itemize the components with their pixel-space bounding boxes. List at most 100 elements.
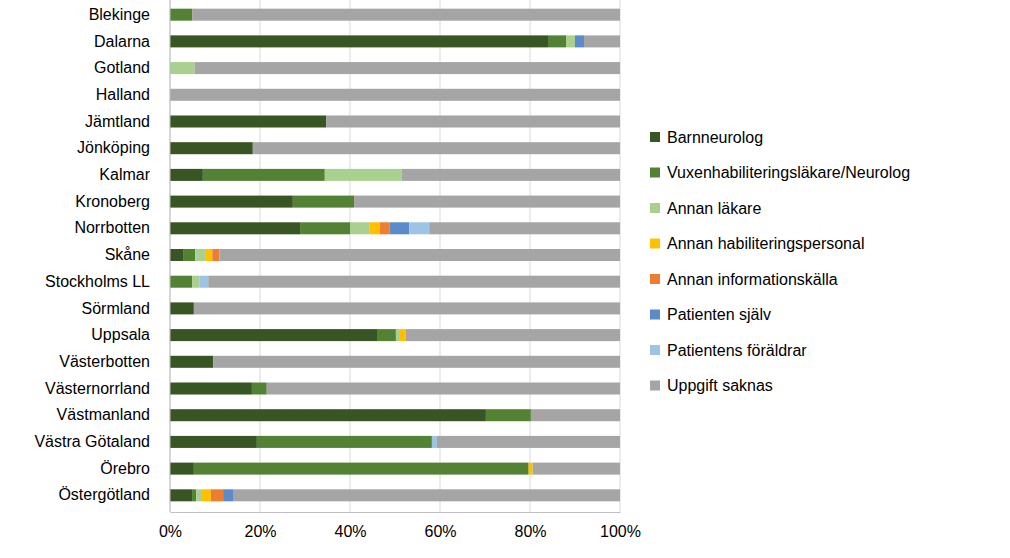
bar-segment [170, 9, 193, 21]
bar-segment [170, 142, 253, 154]
bar-segment [194, 463, 529, 475]
tick: Norrbotten [74, 219, 170, 236]
bar-segment [252, 383, 267, 395]
bar-segment [199, 276, 208, 288]
tick: Kalmar [99, 166, 170, 183]
tick: 80% [514, 512, 546, 540]
tick: Jämtland [85, 113, 170, 130]
legend-label: Barnneurolog [667, 129, 763, 146]
bar-segment [429, 222, 620, 234]
bar-segment [170, 89, 620, 101]
bar-segment [170, 489, 192, 501]
tick: Uppsala [91, 326, 170, 343]
bar-segment [406, 329, 620, 341]
bar-segment [183, 249, 195, 261]
bar-segment [566, 35, 575, 47]
tick: Östergötland [58, 486, 170, 503]
category-label: Jönköping [77, 139, 150, 156]
bar-segment [211, 489, 223, 501]
legend-label: Annan läkare [667, 200, 761, 217]
tick: 40% [334, 512, 366, 540]
bar-segment [170, 356, 213, 368]
category-label: Halland [96, 86, 150, 103]
bar-segment [195, 62, 620, 74]
grid [170, 0, 620, 512]
tick: Västmanland [57, 406, 170, 423]
series [170, 35, 548, 501]
tick-label: 100% [600, 523, 641, 540]
category-label: Örebro [100, 460, 150, 477]
bar-segment [170, 302, 194, 314]
legend-label: Patienten själv [667, 306, 771, 323]
bar-segment [203, 169, 325, 181]
bar-segment [208, 276, 620, 288]
bar-segment [533, 463, 620, 475]
tick: 100% [600, 512, 641, 540]
bar-segment [377, 329, 396, 341]
bar-segment [257, 436, 432, 448]
tick: Skåne [105, 246, 170, 263]
tick: Örebro [100, 460, 170, 477]
bar-segment [170, 329, 377, 341]
bar-segment [192, 489, 196, 501]
bar-segment [201, 489, 211, 501]
bar-segment [380, 222, 390, 234]
axis-line [170, 0, 171, 512]
category-label: Skåne [105, 246, 150, 263]
legend: BarnneurologVuxenhabiliteringsläkare/Neu… [650, 129, 910, 395]
category-label: Norrbotten [74, 219, 150, 236]
bar-segment [531, 409, 620, 421]
bar-segment [170, 35, 548, 47]
bar-segment [220, 249, 621, 261]
category-label: Jämtland [85, 113, 150, 130]
legend-swatch [650, 239, 660, 249]
legend-swatch [650, 345, 660, 355]
bar-segment [325, 169, 402, 181]
bar-segment [170, 276, 192, 288]
chart: 0%20%40%60%80%100%BlekingeDalarnaGotland… [0, 0, 1010, 558]
series [170, 9, 620, 502]
category-label: Blekinge [89, 6, 150, 23]
bar-segment [170, 169, 203, 181]
category-label: Sörmland [82, 300, 150, 317]
bar-segment [170, 436, 257, 448]
bar-segment [400, 329, 406, 341]
tick-label: 40% [334, 523, 366, 540]
bar-segment [529, 463, 533, 475]
legend-label: Patientens föräldrar [667, 342, 807, 359]
category-label: Uppsala [91, 326, 150, 343]
bar-segment [213, 356, 620, 368]
category-label: Gotland [94, 59, 150, 76]
bars [170, 9, 620, 502]
bar-segment [548, 35, 566, 47]
bar-segment [300, 222, 350, 234]
bar-segment [170, 62, 195, 74]
legend-swatch [650, 310, 660, 320]
category-label: Västernorrland [45, 380, 150, 397]
tick-label: 60% [424, 523, 456, 540]
tick: Stockholms LL [45, 273, 170, 290]
tick: Västra Götaland [34, 433, 170, 450]
bar-segment [170, 463, 194, 475]
bar-segment [193, 9, 621, 21]
bar-segment [195, 249, 205, 261]
tick: Sörmland [82, 300, 170, 317]
legend-label: Annan habiliteringspersonal [667, 235, 864, 252]
legend-swatch [650, 132, 660, 142]
bar-segment [223, 489, 233, 501]
tick: Dalarna [94, 33, 170, 50]
bar-segment [432, 436, 437, 448]
legend-swatch [650, 381, 660, 391]
tick: Blekinge [89, 6, 170, 23]
bar-segment [326, 115, 620, 127]
bar-segment [584, 35, 620, 47]
bar-segment [170, 196, 293, 208]
bar-segment [402, 169, 620, 181]
bar-segment [396, 329, 400, 341]
y-axis: Blekinge Dalarna Gotland Halland Jämtland Jön… [34, 0, 170, 512]
category-label: Västmanland [57, 406, 150, 423]
legend-label: Annan informationskälla [667, 271, 838, 288]
category-label: Östergötland [58, 486, 150, 503]
grid-line [170, 0, 171, 512]
bar-segment [437, 436, 620, 448]
